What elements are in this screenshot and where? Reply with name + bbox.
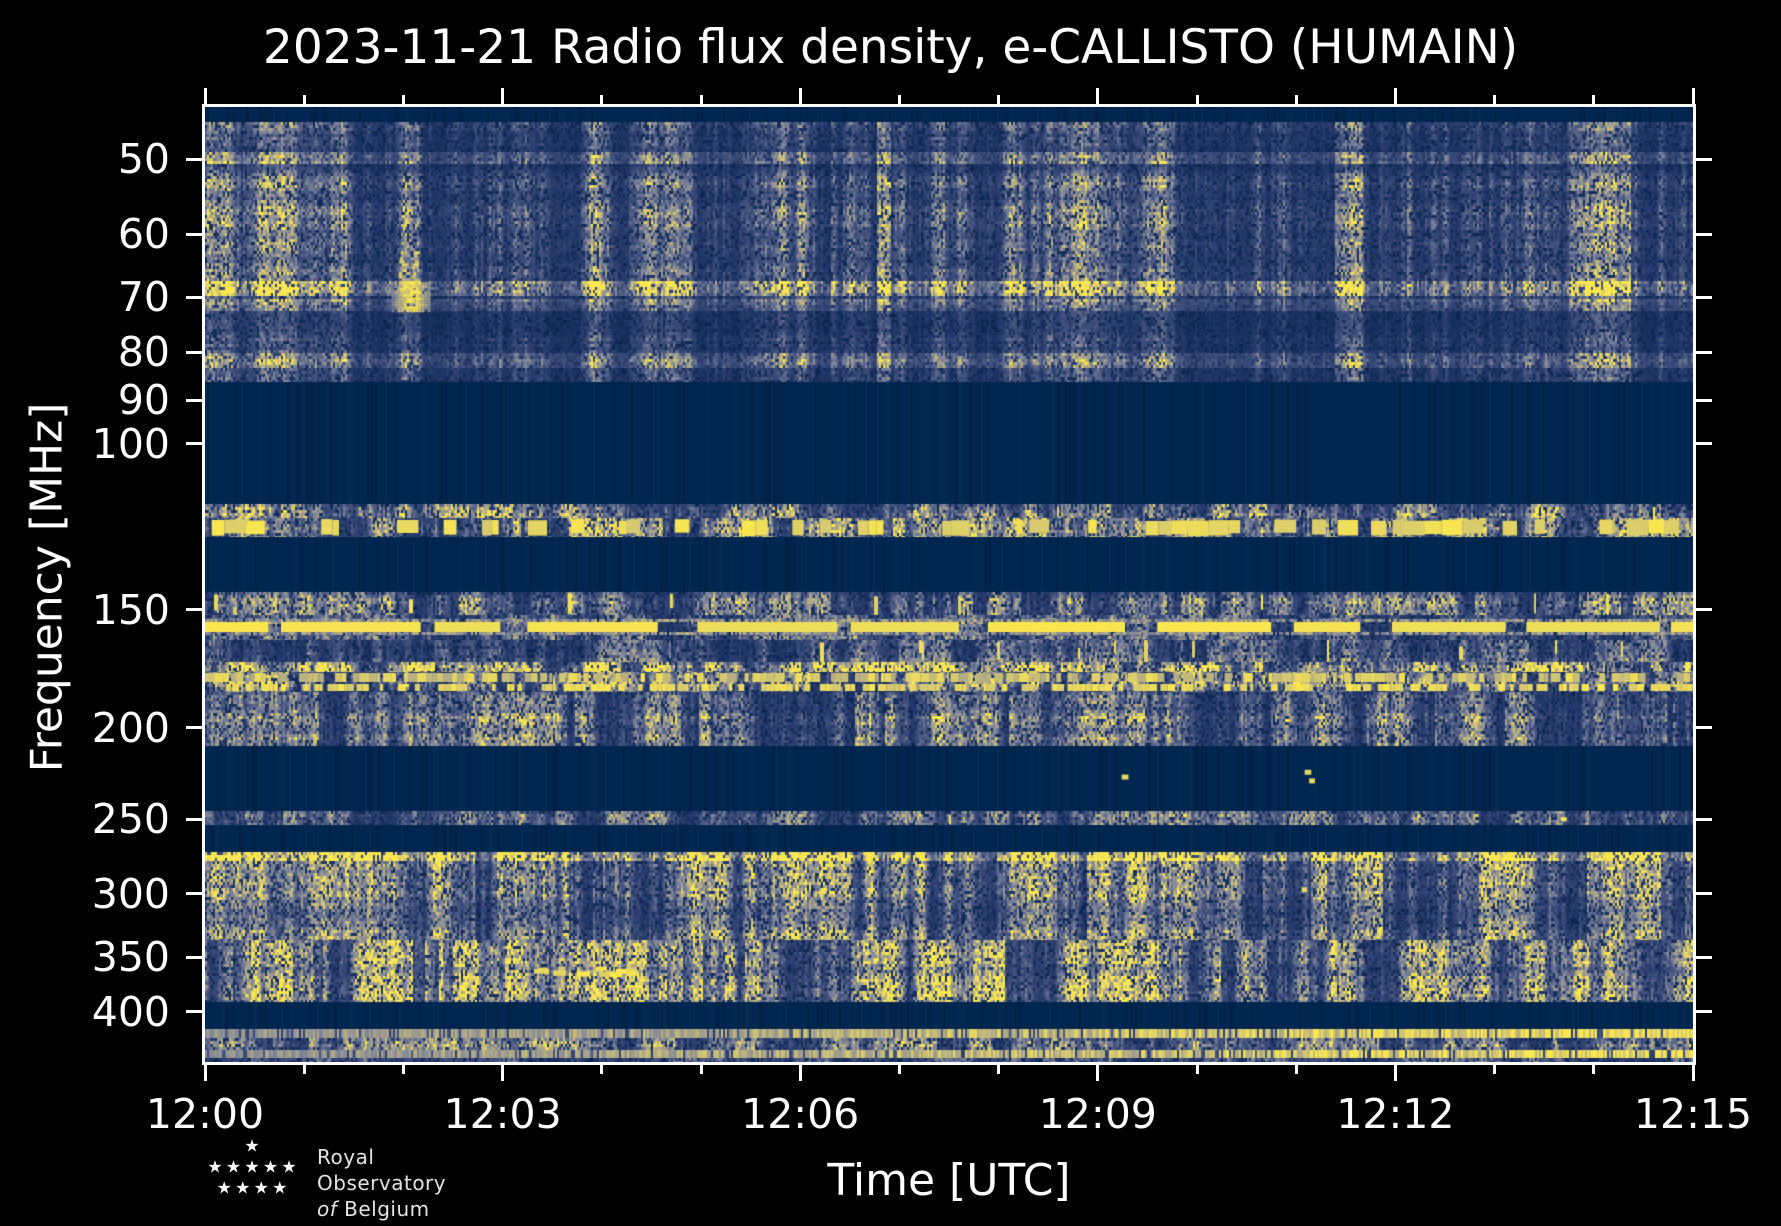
star-icon: ★ (262, 1157, 279, 1178)
x-tick-minor (699, 1065, 703, 1074)
y-tick-major (186, 1010, 202, 1014)
y-tick-major (186, 295, 202, 299)
x-tick-minor (1592, 1065, 1596, 1074)
x-tick-minor (997, 1065, 1001, 1074)
x-tick-minor-top (401, 95, 405, 104)
x-tick-major (1691, 1065, 1695, 1081)
x-tick-minor-top (997, 95, 1001, 104)
logo-line1: Royal Observatory (317, 1145, 447, 1195)
y-tick-label: 300 (91, 869, 170, 918)
x-tick-minor (1195, 1065, 1199, 1074)
x-tick-minor-top (1195, 95, 1199, 104)
x-tick-major (1393, 1065, 1397, 1081)
x-tick-minor-top (302, 95, 306, 104)
y-tick-major (186, 398, 202, 402)
y-tick-major-right (1696, 295, 1712, 299)
y-tick-label: 80 (117, 328, 170, 377)
x-tick-major (203, 1065, 207, 1081)
y-tick-major-right (1696, 726, 1712, 730)
x-tick-major (501, 1065, 505, 1081)
y-tick-major-right (1696, 232, 1712, 236)
y-tick-label: 250 (91, 795, 170, 844)
x-tick-major-top (203, 88, 207, 104)
y-tick-label: 150 (91, 585, 170, 634)
x-tick-minor (897, 1065, 901, 1074)
rob-logo-text: Royal Observatory of Belgium (317, 1144, 446, 1222)
y-tick-major-right (1696, 157, 1712, 161)
y-tick-label: 50 (117, 135, 170, 184)
x-tick-label: 12:12 (1336, 1090, 1455, 1138)
x-tick-major-top (1691, 88, 1695, 104)
y-tick-major-right (1696, 892, 1712, 896)
x-tick-minor-top (897, 95, 901, 104)
y-tick-major (186, 726, 202, 730)
x-tick-major-top (501, 88, 505, 104)
y-tick-label: 70 (117, 273, 170, 322)
x-tick-minor (600, 1065, 604, 1074)
y-tick-label: 60 (117, 210, 170, 259)
star-icon: ★ (244, 1157, 260, 1178)
y-tick-label: 200 (91, 703, 170, 752)
spectrogram-canvas (205, 107, 1693, 1062)
x-tick-label: 12:15 (1633, 1090, 1753, 1138)
x-tick-minor (401, 1065, 405, 1074)
x-tick-minor-top (1592, 95, 1596, 104)
logo-of: of (317, 1197, 338, 1221)
star-icon: ★ (253, 1178, 269, 1199)
x-axis-title: Time [UTC] (827, 1155, 1071, 1206)
x-tick-major (1096, 1065, 1100, 1081)
star-icon: ★ (235, 1178, 251, 1199)
x-tick-minor (1294, 1065, 1298, 1074)
y-tick-major-right (1696, 1010, 1712, 1014)
y-tick-major (186, 608, 202, 612)
y-tick-major (186, 232, 202, 236)
y-tick-major-right (1696, 955, 1712, 959)
y-axis-title: Frequency [MHz] (21, 402, 73, 773)
y-tick-major-right (1696, 442, 1712, 446)
y-tick-major (186, 350, 202, 354)
y-tick-label: 100 (91, 419, 170, 468)
x-tick-minor (1493, 1065, 1497, 1074)
y-tick-major-right (1696, 350, 1712, 354)
star-icon: ★ (272, 1178, 288, 1199)
x-tick-major-top (1393, 88, 1397, 104)
y-tick-major-right (1696, 398, 1712, 402)
x-tick-major (798, 1065, 802, 1081)
y-tick-label: 90 (117, 376, 170, 425)
x-tick-minor (302, 1065, 306, 1074)
x-tick-major-top (798, 88, 802, 104)
star-icon: ★ (216, 1178, 232, 1199)
star-icon: ★ (281, 1157, 297, 1178)
y-tick-label: 350 (91, 933, 170, 982)
x-tick-label: 12:00 (145, 1090, 265, 1138)
x-tick-minor-top (600, 95, 604, 104)
logo-line2: Belgium (344, 1197, 430, 1221)
y-tick-major-right (1696, 817, 1712, 821)
star-icon: ★ (244, 1136, 260, 1157)
x-tick-minor-top (1493, 95, 1497, 104)
y-tick-major (186, 955, 202, 959)
x-tick-minor-top (1294, 95, 1298, 104)
x-tick-minor-top (699, 95, 703, 104)
y-tick-major (186, 892, 202, 896)
rob-logo-stars: ★ ★ ★ ★ ★ ★ ★ ★ ★ ★ (205, 1138, 305, 1202)
x-tick-label: 12:06 (741, 1090, 860, 1138)
x-tick-major-top (1096, 88, 1100, 104)
y-tick-major (186, 442, 202, 446)
chart-title: 2023-11-21 Radio flux density, e-CALLIST… (262, 20, 1519, 75)
x-tick-label: 12:03 (443, 1090, 562, 1138)
y-tick-label: 400 (91, 987, 170, 1036)
y-tick-major-right (1696, 608, 1712, 612)
x-tick-label: 12:09 (1038, 1090, 1157, 1138)
star-icon: ★ (207, 1157, 223, 1178)
y-tick-major (186, 157, 202, 161)
star-icon: ★ (225, 1157, 242, 1178)
y-tick-major (186, 817, 202, 821)
